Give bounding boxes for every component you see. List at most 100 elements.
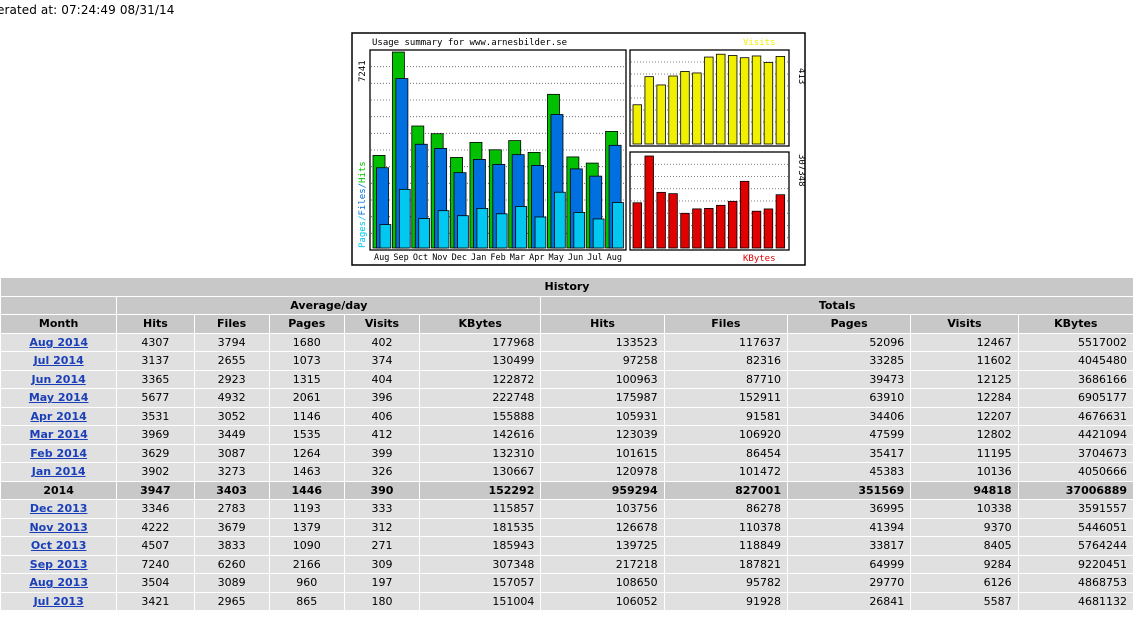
month-tick-label: Jun xyxy=(568,253,583,263)
column-header-avg-files: Files xyxy=(193,314,270,334)
visits-bar xyxy=(775,55,786,145)
avg-pages-cell: 1193 xyxy=(268,499,345,519)
total-visits-cell: 12207 xyxy=(910,406,1019,426)
total-files-cell: 86454 xyxy=(663,443,789,463)
table-row: Nov 2013 4222 3679 1379 312 181535 126678 11037… xyxy=(0,517,1134,537)
kbytes-bar xyxy=(704,207,714,249)
month-tick-label: Jan xyxy=(471,253,486,263)
history-table: History Average/day Totals Month Hits Fil… xyxy=(0,277,1134,611)
month-link[interactable]: Dec 2013 xyxy=(29,502,88,516)
month-cell: Sep 2013 xyxy=(0,554,118,574)
total-pages-cell: 41394 xyxy=(786,517,912,537)
visits-bar xyxy=(680,71,690,145)
table-row: Dec 2013 3346 2783 1193 333 115857 103756 86278… xyxy=(0,499,1134,519)
total-files-cell: 87710 xyxy=(663,369,789,389)
left-axis-label-part: Pages/ xyxy=(358,215,368,248)
avg-files-cell: 2783 xyxy=(193,499,270,519)
avg-hits-cell: 3504 xyxy=(116,573,195,593)
month-tick-label: Jul xyxy=(587,253,602,263)
total-pages-cell: 33285 xyxy=(786,351,912,371)
avg-pages-cell: 1264 xyxy=(268,443,345,463)
avg-pages-cell: 1379 xyxy=(268,517,345,537)
avg-kbytes-cell: 307348 xyxy=(419,554,542,574)
month-link[interactable]: May 2014 xyxy=(28,391,89,405)
month-link[interactable]: Jun 2014 xyxy=(31,372,86,386)
month-tick-label: Nov xyxy=(432,253,447,263)
avg-hits-cell: 4222 xyxy=(116,517,195,537)
total-kbytes-cell: 4868753 xyxy=(1017,573,1134,593)
avg-pages-cell: 1315 xyxy=(268,369,345,389)
total-kbytes-cell: 3591557 xyxy=(1017,499,1134,519)
month-link[interactable]: Jan 2014 xyxy=(31,465,86,479)
month-tick-label: Aug xyxy=(374,253,389,263)
month-link[interactable]: Nov 2013 xyxy=(29,520,88,534)
left-axis-label-part: Files/ xyxy=(358,183,368,216)
table-row: Feb 2014 3629 3087 1264 399 132310 101615 86454… xyxy=(0,443,1134,463)
total-kbytes-cell: 4045480 xyxy=(1017,351,1134,371)
month-tick-label: Aug xyxy=(607,253,622,263)
total-pages-cell: 36995 xyxy=(786,499,912,519)
month-link[interactable]: Feb 2014 xyxy=(30,446,88,460)
pages-bar xyxy=(379,224,392,249)
avg-pages-cell: 2166 xyxy=(268,554,345,574)
total-pages-cell: 35417 xyxy=(786,443,912,463)
total-kbytes-cell: 5517002 xyxy=(1017,332,1134,352)
avg-pages-cell: 1680 xyxy=(268,332,345,352)
avg-kbytes-cell: 157057 xyxy=(419,573,542,593)
avg-hits-cell: 3421 xyxy=(116,591,195,611)
visits-bar xyxy=(632,104,642,145)
avg-visits-cell: 326 xyxy=(343,462,421,482)
pages-bar xyxy=(534,216,547,249)
month-tick-label: Apr xyxy=(529,253,544,263)
total-kbytes-cell: 4421094 xyxy=(1017,425,1134,445)
total-files-cell: 152911 xyxy=(663,388,789,408)
table-row: Jan 2014 3902 3273 1463 326 130667 120978 10147… xyxy=(0,462,1134,482)
total-visits-cell: 5587 xyxy=(910,591,1019,611)
column-header-total-kbytes: KBytes xyxy=(1017,314,1134,334)
column-header-avg-kbytes: KBytes xyxy=(419,314,542,334)
total-files-cell: 110378 xyxy=(663,517,789,537)
avg-visits-cell: 197 xyxy=(343,573,421,593)
month-cell: Aug 2014 xyxy=(0,332,118,352)
month-link[interactable]: Jul 2013 xyxy=(33,594,84,608)
month-cell: 2014 xyxy=(0,480,118,500)
month-link[interactable]: Mar 2014 xyxy=(29,428,88,442)
kbytes-bar xyxy=(668,193,678,249)
avg-kbytes-cell: 115857 xyxy=(419,499,542,519)
total-files-cell: 117637 xyxy=(663,332,789,352)
total-kbytes-cell: 4681132 xyxy=(1017,591,1134,611)
month-cell: Nov 2013 xyxy=(0,517,118,537)
avg-visits-cell: 333 xyxy=(343,499,421,519)
left-axis-label-part: Hits xyxy=(358,161,368,183)
visits-bar xyxy=(716,53,726,145)
month-link[interactable]: Jul 2014 xyxy=(33,354,84,368)
month-link[interactable]: Sep 2013 xyxy=(29,557,88,571)
avg-files-cell: 3679 xyxy=(193,517,270,537)
kbytes-bar xyxy=(727,200,738,249)
total-visits-cell: 8405 xyxy=(910,536,1019,556)
month-cell: Jun 2014 xyxy=(0,369,118,389)
month-link[interactable]: Apr 2014 xyxy=(30,409,87,423)
history-rows: Aug 2014 4307 3794 1680 402 177968 133523 11763… xyxy=(0,332,1134,611)
avg-kbytes-cell: 132310 xyxy=(419,443,542,463)
left-axis-label: Pages/Files/Hits xyxy=(358,161,368,248)
total-hits-cell: 101615 xyxy=(540,443,665,463)
visits-axis-label: Visits xyxy=(743,38,776,48)
month-link[interactable]: Oct 2013 xyxy=(30,539,87,553)
generated-timestamp: erated at: 07:24:49 08/31/14 xyxy=(0,3,175,17)
month-link[interactable]: Aug 2013 xyxy=(29,576,88,590)
table-row: Jul 2014 3137 2655 1073 374 130499 97258 82316 3… xyxy=(0,351,1134,371)
total-visits-cell: 10338 xyxy=(910,499,1019,519)
total-pages-cell: 29770 xyxy=(786,573,912,593)
month-tick-label: Oct xyxy=(413,253,428,263)
total-kbytes-cell: 9220451 xyxy=(1017,554,1134,574)
table-row: May 2014 5677 4932 2061 396 222748 175987 15291… xyxy=(0,388,1134,408)
total-files-cell: 91581 xyxy=(663,406,789,426)
kbytes-bar xyxy=(656,191,666,249)
total-kbytes-cell: 4676631 xyxy=(1017,406,1134,426)
month-link[interactable]: Aug 2014 xyxy=(29,335,88,349)
month-cell: Jul 2014 xyxy=(0,351,118,371)
table-row: Apr 2014 3531 3052 1146 406 155888 105931 91581… xyxy=(0,406,1134,426)
avg-visits-cell: 396 xyxy=(343,388,421,408)
table-row: Jul 2013 3421 2965 865 180 151004 106052 91928 2… xyxy=(0,591,1134,611)
